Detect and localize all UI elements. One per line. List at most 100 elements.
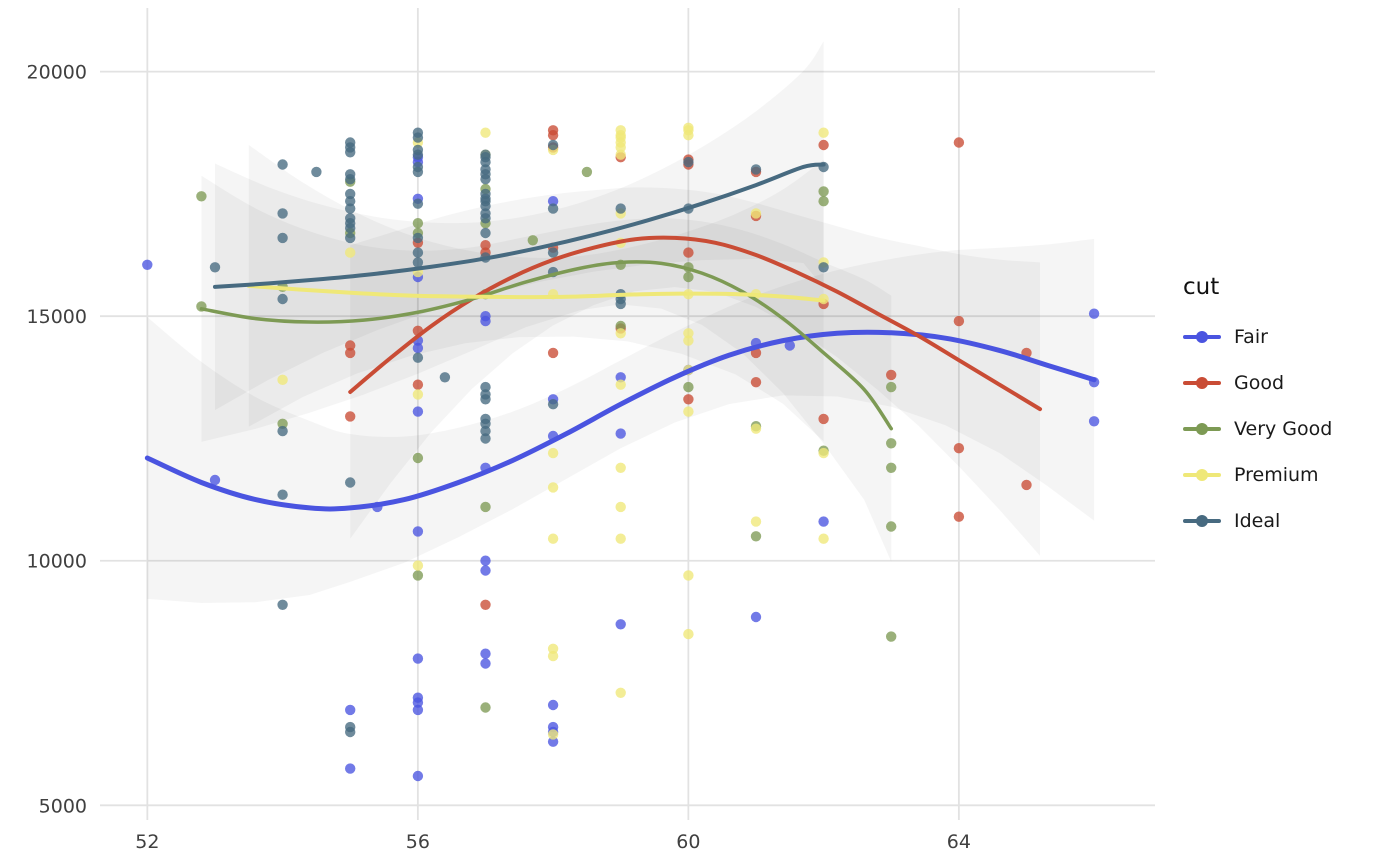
data-point: [615, 320, 626, 332]
data-point: [953, 511, 965, 522]
legend-key-icon: [1183, 506, 1221, 536]
data-point: [750, 516, 762, 527]
data-point: [683, 335, 694, 346]
data-point: [886, 462, 897, 473]
data-point: [581, 166, 593, 178]
data-point: [547, 699, 559, 711]
data-point: [547, 347, 559, 359]
data-point: [480, 315, 491, 327]
data-point: [480, 240, 491, 251]
legend-item-label: Fair: [1234, 325, 1268, 348]
data-point: [480, 381, 491, 393]
data-point: [683, 394, 694, 405]
data-point: [277, 418, 288, 429]
data-point: [818, 533, 829, 544]
data-point: [345, 247, 356, 258]
confidence-band-ideal: [214, 41, 824, 411]
data-point: [818, 127, 829, 138]
data-point: [209, 474, 221, 486]
data-point: [953, 443, 965, 454]
data-point: [480, 227, 491, 239]
legend-key-dot: [1196, 376, 1208, 389]
data-point: [412, 149, 424, 160]
data-point: [1088, 308, 1100, 319]
data-point: [615, 619, 626, 630]
data-point: [784, 340, 795, 351]
data-point: [412, 132, 424, 143]
legend: cut Fair Good Very Good Premium Ideal: [1183, 274, 1332, 544]
smooth-line-fair: [144, 329, 1097, 512]
data-point: [547, 139, 559, 151]
data-point: [345, 726, 356, 738]
data-point: [615, 298, 626, 310]
legend-item-very-good: Very Good: [1183, 406, 1332, 452]
data-point: [547, 729, 559, 740]
data-point: [683, 247, 694, 258]
data-point: [615, 149, 626, 160]
x-tick-label: 64: [947, 831, 971, 853]
confidence-band-premium: [248, 144, 824, 442]
data-point: [683, 328, 694, 339]
legend-item-label: Premium: [1234, 463, 1319, 486]
data-point: [683, 130, 694, 141]
data-point: [615, 462, 626, 473]
legend-item-good: Good: [1183, 360, 1332, 406]
legend-key-icon: [1183, 460, 1221, 490]
data-point: [277, 208, 288, 219]
data-point: [480, 200, 491, 212]
data-point: [818, 262, 829, 273]
data-point: [277, 489, 288, 500]
data-point: [886, 381, 897, 393]
data-point: [345, 411, 356, 422]
data-point: [615, 142, 626, 153]
data-point: [412, 560, 424, 571]
data-point: [615, 687, 626, 698]
data-point: [480, 648, 491, 659]
data-point: [345, 196, 356, 207]
data-point: [412, 247, 424, 258]
data-point: [480, 418, 491, 429]
data-point: [142, 259, 153, 270]
data-point: [547, 447, 559, 459]
data-point: [345, 477, 356, 488]
data-point: [547, 399, 559, 410]
data-point: [480, 156, 491, 168]
legend-key-dot: [1196, 422, 1208, 435]
data-point: [439, 372, 451, 383]
data-point: [412, 406, 424, 417]
data-point: [886, 521, 897, 532]
data-point: [311, 166, 322, 178]
data-point: [615, 203, 626, 214]
data-point: [480, 501, 491, 513]
legend-key-dot: [1196, 468, 1208, 481]
smooth-line-ideal: [212, 162, 826, 289]
y-tick-label: 20000: [27, 62, 87, 84]
data-point: [750, 423, 762, 434]
legend-key-icon: [1183, 322, 1221, 352]
data-point: [547, 650, 559, 662]
data-point: [818, 139, 829, 151]
data-point: [480, 599, 491, 610]
data-point: [412, 389, 424, 400]
legend-items: Fair Good Very Good Premium Ideal: [1183, 314, 1332, 544]
data-point: [345, 203, 356, 214]
data-point: [480, 213, 491, 224]
data-point: [412, 166, 424, 178]
data-point: [547, 247, 559, 258]
data-point: [277, 599, 288, 610]
data-point: [345, 174, 356, 185]
legend-item-fair: Fair: [1183, 314, 1332, 360]
y-tick-label: 10000: [27, 551, 87, 573]
legend-key-dot: [1196, 330, 1208, 343]
data-point: [345, 347, 356, 359]
data-point: [683, 406, 694, 417]
data-point: [615, 372, 626, 383]
legend-item-label: Ideal: [1234, 509, 1281, 532]
data-point: [412, 697, 424, 708]
data-point: [750, 531, 762, 542]
x-tick-label: 56: [406, 831, 430, 853]
data-point: [547, 482, 559, 493]
data-point: [277, 293, 288, 305]
data-point: [412, 526, 424, 537]
x-tick-label: 60: [676, 831, 700, 853]
